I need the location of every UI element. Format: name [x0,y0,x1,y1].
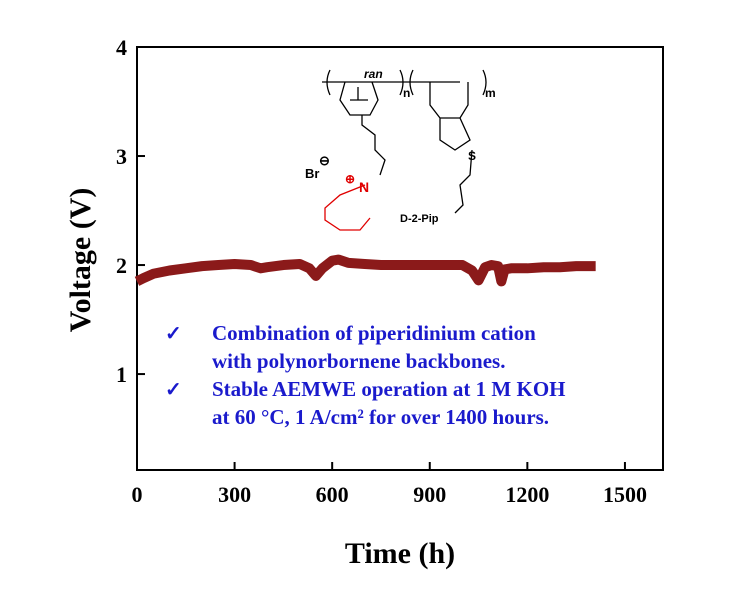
structure-minus: ⊖ [319,153,330,168]
y-tick-label: 3 [116,144,127,169]
bullet-text: at 60 °C, 1 A/cm² for over 1400 hours. [212,405,549,429]
bullet-check: ✓ [165,379,182,401]
bullet-text: Stable AEMWE operation at 1 M KOH [212,377,566,401]
y-axis-label: Voltage (V) [64,188,97,333]
structure-n: n [403,86,410,100]
structure-plus: ⊕ [345,172,355,186]
bullet-text: Combination of piperidinium cation [212,321,536,345]
x-tick-label: 300 [218,482,251,507]
bullet-text: with polynorbornene backbones. [212,349,505,373]
x-tick-label: 1500 [603,482,647,507]
x-tick-label: 0 [132,482,143,507]
y-tick-label: 4 [116,35,127,60]
x-tick-label: 900 [413,482,446,507]
structure-sulfur: S [468,149,476,163]
structure-m: m [485,86,496,100]
data-line [134,254,596,287]
bullet-check: ✓ [165,323,182,345]
structure-name: D-2-Pip [400,213,439,225]
y-tick-label: 2 [116,253,127,278]
x-axis-label: Time (h) [345,537,455,570]
structure-ran: ran [364,67,383,81]
x-tick-label: 600 [316,482,349,507]
structure [322,69,487,231]
plot-frame [136,46,664,471]
structure-anion: Br [305,166,319,181]
x-tick-label: 1200 [505,482,549,507]
structure-nitrogen: N [359,179,369,195]
y-tick-label: 1 [116,362,127,387]
